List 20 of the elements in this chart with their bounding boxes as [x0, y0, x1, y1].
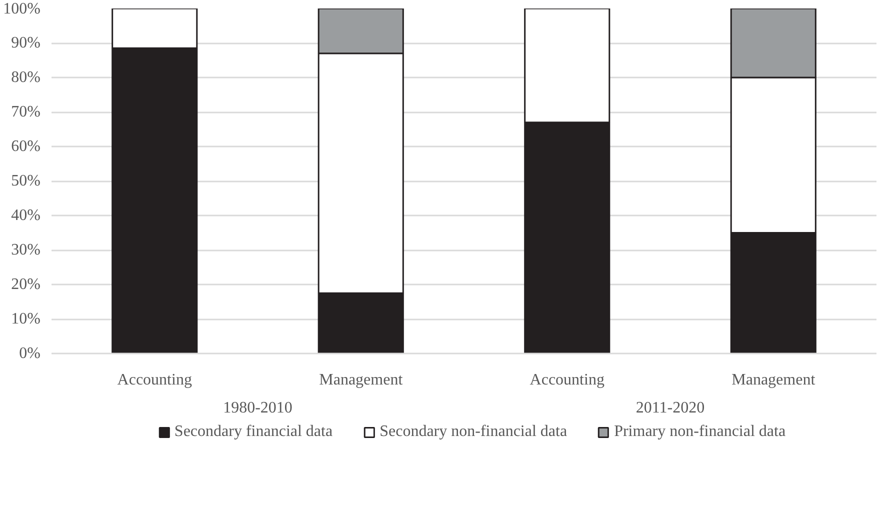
text: 2011-2020 [636, 400, 705, 416]
y-tick-label: 80% [11, 69, 40, 86]
y-tick-label: 50% [11, 172, 40, 190]
x-tick-label: Accounting [530, 372, 604, 388]
y-tick-label: 30% [11, 242, 40, 258]
x-tick-label: Management [732, 372, 816, 388]
y-tick-label: 60% [11, 138, 40, 155]
x-tick-label: Management [319, 372, 404, 388]
text: 1980-2010 [223, 400, 292, 416]
y-tick-label: 70% [11, 104, 40, 120]
legend-label: Secondary financial data [174, 423, 333, 441]
y-tick-label: 0% [19, 345, 40, 362]
y-tick-label: 10% [11, 310, 40, 328]
y-tick-label: 40% [11, 207, 40, 224]
y-tick-label: 90% [11, 34, 40, 52]
legend-label: Secondary non-financial data [380, 423, 568, 441]
legend-label: Primary non-financial data [614, 423, 786, 441]
y-tick-label: 100% [3, 0, 40, 18]
y-tick-label: 20% [11, 276, 40, 293]
x-tick-label: Accounting [117, 372, 192, 388]
